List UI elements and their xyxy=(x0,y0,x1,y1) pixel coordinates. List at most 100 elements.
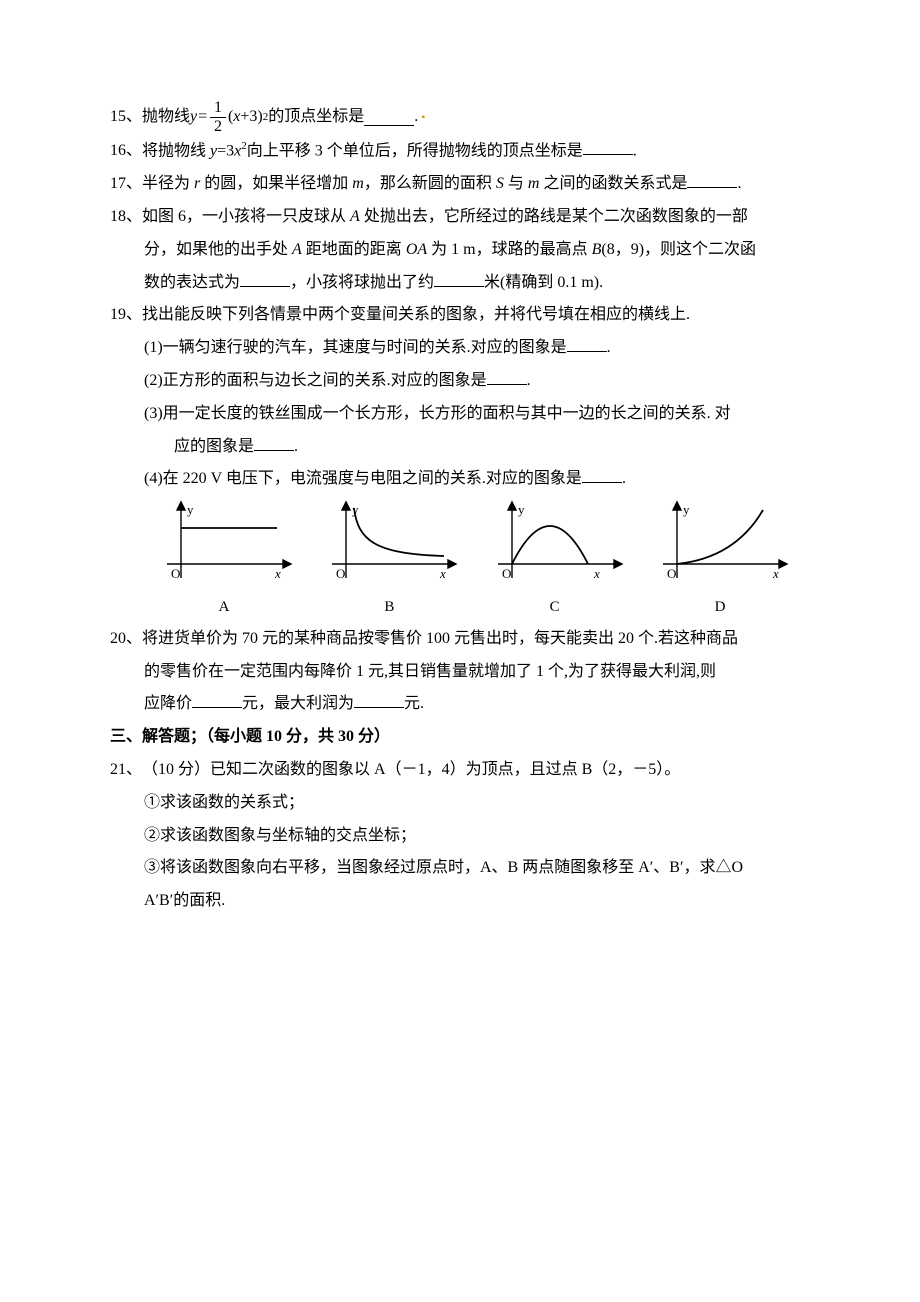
q16-num: 16、 xyxy=(110,135,142,168)
q16-mid: 向上平移 3 个单位后，所得抛物线的顶点坐标是 xyxy=(247,142,583,159)
q18-A1: A xyxy=(350,208,360,225)
q15-blank[interactable] xyxy=(364,109,414,125)
q16-pre: 将抛物线 xyxy=(142,142,210,159)
axis-o-label: O xyxy=(336,566,345,581)
graph-D-label: D xyxy=(640,592,800,623)
q18-l1b: 处抛出去，它所经过的路线是某个二次函数图象的一部 xyxy=(360,208,748,225)
q16-eq: =3 xyxy=(217,142,234,159)
q19-num: 19、 xyxy=(110,299,142,332)
q15-pre: 抛物线 xyxy=(142,101,190,134)
q15-tail: 的顶点坐标是 xyxy=(268,101,364,134)
q15-body: 抛物线 y= 1 2 ( x +3) 2 的顶点坐标是 . • xyxy=(142,100,810,135)
q20-l1: 将进货单价为 70 元的某种商品按零售价 100 元售出时，每天能卖出 20 个… xyxy=(142,623,810,656)
q20-l3b: 元，最大利润为 xyxy=(242,695,354,712)
q18-body: 如图 6，一小孩将一只皮球从 A 处抛出去，它所经过的路线是某个二次函数图象的一… xyxy=(142,201,810,234)
q19-s3p: . xyxy=(294,438,298,455)
q19-s2a: (2)正方形的面积与边长之间的关系.对应的图象是 xyxy=(144,372,487,389)
q21-s3a: ③将该函数图象向右平移，当图象经过原点时，A、B 两点随图象移至 A′、B′，求… xyxy=(110,852,810,885)
q18-l3a: 数的表达式为 xyxy=(144,274,240,291)
q18-l1a: 如图 6，一小孩将一只皮球从 xyxy=(142,208,350,225)
axis-y-label: y xyxy=(352,502,359,517)
q17-m1: m xyxy=(352,175,364,192)
q17-mid2: ，那么新圆的面积 xyxy=(364,175,496,192)
axis-o-label: O xyxy=(502,566,511,581)
q20-blank2[interactable] xyxy=(354,692,404,708)
q17-S: S xyxy=(496,175,504,192)
q20-l3a: 应降价 xyxy=(144,695,192,712)
graph-C: y O x C xyxy=(475,498,635,623)
q17-pre: 半径为 xyxy=(142,175,194,192)
graph-C-label: C xyxy=(475,592,635,623)
axis-y-label: y xyxy=(518,502,525,517)
axis-x-label: x xyxy=(439,566,446,581)
q21-s2: ②求该函数图象与坐标轴的交点坐标； xyxy=(110,820,810,853)
q19-head: 找出能反映下列各情景中两个变量间关系的图象，并将代号填在相应的横线上. xyxy=(142,299,810,332)
q21-head: （10 分）已知二次函数的图象以 A（－1，4）为顶点，且过点 B（2，－5）。 xyxy=(142,754,810,787)
q15-frac-num: 1 xyxy=(210,100,226,118)
q18-num: 18、 xyxy=(110,201,142,234)
q20-l2: 的零售价在一定范围内每降价 1 元,其日销售量就增加了 1 个,为了获得最大利润… xyxy=(110,656,810,689)
graph-A: y O x A xyxy=(144,498,304,623)
q18-line3: 数的表达式为 ，小孩将球抛出了约 米(精确到 0.1 m). xyxy=(110,267,810,300)
axis-y-label: y xyxy=(683,502,690,517)
q17-body: 半径为 r 的圆，如果半径增加 m，那么新圆的面积 S 与 m 之间的函数关系式… xyxy=(142,168,810,201)
q19-s4a: (4)在 220 V 电压下，电流强度与电阻之间的关系.对应的图象是 xyxy=(144,470,582,487)
q15-num: 15、 xyxy=(110,101,142,134)
graph-B-label: B xyxy=(309,592,469,623)
q17-m2: m xyxy=(528,175,540,192)
q19-s1p: . xyxy=(607,339,611,356)
axis-x-label: x xyxy=(274,566,281,581)
q18-A2: A xyxy=(292,241,302,258)
q17-blank[interactable] xyxy=(687,172,737,188)
q17-mid1: 的圆，如果半径增加 xyxy=(200,175,352,192)
q19-blank4[interactable] xyxy=(582,467,622,483)
q18-l2d: (8，9)，则这个二次函 xyxy=(601,241,756,258)
q17-period: . xyxy=(737,175,741,192)
q16-blank[interactable] xyxy=(583,139,633,155)
q15-afterx: +3) xyxy=(240,101,262,134)
q18-l2b: 距地面的距离 xyxy=(302,241,406,258)
graph-D: y O x D xyxy=(640,498,800,623)
q19-blank2[interactable] xyxy=(487,369,527,385)
q21-s3b: A′B′的面积. xyxy=(110,885,810,918)
q18-OA: OA xyxy=(406,241,427,258)
section3-head: 三、解答题；（每小题 10 分，共 30 分） xyxy=(110,721,810,754)
q21-num: 21、 xyxy=(110,754,142,787)
q19-sub1: (1)一辆匀速行驶的汽车，其速度与时间的关系.对应的图象是. xyxy=(110,332,810,365)
q19-s3b: 应的图象是 xyxy=(174,438,254,455)
q18-B: B xyxy=(592,241,602,258)
q18-l3b: ，小孩将球抛出了约 xyxy=(290,274,434,291)
small-dot-icon: • xyxy=(418,105,425,130)
q19-blank3[interactable] xyxy=(254,434,294,450)
q19-sub4: (4)在 220 V 电压下，电流强度与电阻之间的关系.对应的图象是. xyxy=(110,463,810,496)
axis-x-label: x xyxy=(772,566,779,581)
q18-blank1[interactable] xyxy=(240,270,290,286)
q19-blank1[interactable] xyxy=(567,336,607,352)
q20-l3c: 元. xyxy=(404,695,424,712)
q16-period: . xyxy=(633,142,637,159)
q20-l3: 应降价 元，最大利润为 元. xyxy=(110,688,810,721)
q15-frac-den: 2 xyxy=(210,118,226,135)
q15-frac: 1 2 xyxy=(210,100,226,135)
q18-l2c: 为 1 m，球路的最高点 xyxy=(427,241,591,258)
q15-y: y= xyxy=(190,101,208,134)
axis-x-label: x xyxy=(593,566,600,581)
graph-B: y O x B xyxy=(309,498,469,623)
q21-s1: ①求该函数的关系式； xyxy=(110,787,810,820)
graph-A-label: A xyxy=(144,592,304,623)
q19-s3a: (3)用一定长度的铁丝围成一个长方形，长方形的面积与其中一边的长之间的关系. 对 xyxy=(144,405,731,422)
q17-num: 17、 xyxy=(110,168,142,201)
q19-s1a: (1)一辆匀速行驶的汽车，其速度与时间的关系.对应的图象是 xyxy=(144,339,567,356)
axis-y-label: y xyxy=(187,502,194,517)
q17-mid3: 与 xyxy=(504,175,528,192)
q15-x: x xyxy=(233,101,240,134)
q16-body: 将抛物线 y=3x2向上平移 3 个单位后，所得抛物线的顶点坐标是. xyxy=(142,135,810,168)
axis-o-label: O xyxy=(667,566,676,581)
q19-s4p: . xyxy=(622,470,626,487)
q18-line2: 分，如果他的出手处 A 距地面的距离 OA 为 1 m，球路的最高点 B(8，9… xyxy=(110,234,810,267)
q18-l3c: 米(精确到 0.1 m). xyxy=(484,274,603,291)
q18-l2a: 分，如果他的出手处 xyxy=(144,241,292,258)
q18-blank2[interactable] xyxy=(434,270,484,286)
axis-o-label: O xyxy=(171,566,180,581)
q20-blank1[interactable] xyxy=(192,692,242,708)
